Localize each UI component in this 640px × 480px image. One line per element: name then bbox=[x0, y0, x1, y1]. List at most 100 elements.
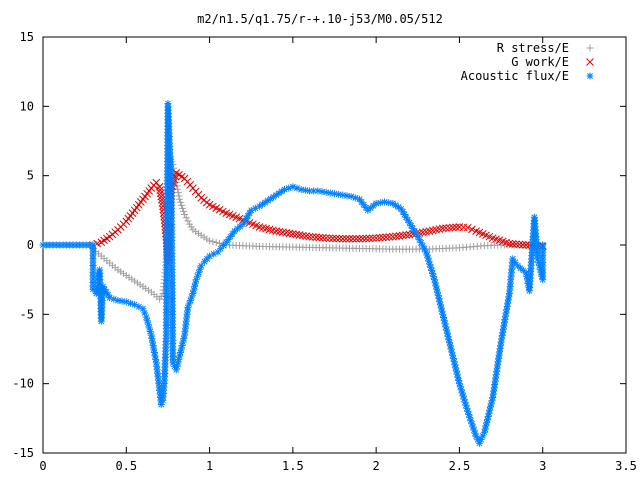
data-point bbox=[190, 286, 198, 294]
data-point bbox=[395, 231, 404, 240]
y-tick-label: 10 bbox=[20, 99, 34, 113]
data-point bbox=[332, 234, 341, 243]
data-point bbox=[181, 210, 189, 218]
x-tick-label: 0 bbox=[39, 459, 46, 473]
data-point bbox=[295, 231, 304, 239]
data-point bbox=[438, 224, 447, 233]
data-point bbox=[209, 238, 217, 246]
series-1 bbox=[89, 169, 547, 267]
data-point bbox=[442, 224, 450, 232]
data-point bbox=[368, 234, 377, 243]
data-point bbox=[452, 223, 460, 232]
y-tick-label: 5 bbox=[27, 169, 34, 183]
x-tick-label: 3 bbox=[539, 459, 546, 473]
data-point bbox=[505, 239, 514, 248]
data-point bbox=[197, 262, 205, 270]
data-point bbox=[184, 303, 192, 311]
y-tick-label: -10 bbox=[12, 377, 34, 391]
data-point bbox=[398, 231, 407, 240]
data-point bbox=[175, 192, 183, 200]
legend-label: R stress/E bbox=[497, 41, 569, 55]
x-axis: 0 0.5 1 1.5 2 2.5 3 3.5 bbox=[39, 37, 637, 473]
data-point bbox=[415, 236, 423, 244]
data-point bbox=[539, 241, 547, 249]
data-point bbox=[174, 189, 182, 197]
data-point bbox=[176, 195, 184, 203]
data-point bbox=[325, 234, 334, 243]
data-point bbox=[206, 237, 214, 245]
data-point bbox=[308, 233, 317, 241]
data-point bbox=[282, 228, 291, 237]
data-point bbox=[182, 214, 190, 222]
series-layer bbox=[39, 100, 547, 447]
data-point bbox=[275, 227, 284, 236]
data-point bbox=[335, 234, 344, 243]
data-point bbox=[302, 232, 311, 240]
x-tick-label: 1 bbox=[206, 459, 213, 473]
x-tick-label: 0.5 bbox=[115, 459, 137, 473]
data-point bbox=[157, 192, 166, 201]
x-tick-label: 2 bbox=[373, 459, 380, 473]
data-point bbox=[178, 201, 186, 209]
legend-marker bbox=[586, 44, 594, 52]
data-point bbox=[355, 234, 364, 243]
y-axis: 15 10 5 0 -5 -10 -15 bbox=[12, 30, 626, 460]
data-point bbox=[318, 188, 326, 196]
data-point bbox=[175, 355, 183, 363]
x-tick-label: 3.5 bbox=[615, 459, 637, 473]
data-point bbox=[362, 234, 371, 243]
data-point bbox=[468, 225, 476, 234]
data-point bbox=[365, 234, 374, 243]
data-point bbox=[352, 234, 361, 243]
series-2 bbox=[39, 100, 547, 447]
x-tick-label: 1.5 bbox=[282, 459, 304, 473]
data-point bbox=[191, 279, 199, 287]
data-point bbox=[375, 233, 384, 242]
data-point bbox=[512, 240, 520, 249]
data-point bbox=[292, 230, 301, 239]
data-point bbox=[358, 234, 367, 243]
data-point bbox=[178, 342, 186, 350]
data-point bbox=[318, 233, 327, 242]
data-point bbox=[176, 352, 184, 360]
data-point bbox=[448, 223, 457, 232]
data-point bbox=[463, 223, 472, 232]
data-point bbox=[146, 328, 154, 336]
data-point bbox=[322, 234, 331, 242]
legend-label: Acoustic flux/E bbox=[461, 69, 569, 83]
data-point bbox=[184, 217, 192, 225]
data-point bbox=[515, 240, 524, 249]
data-point bbox=[348, 234, 357, 243]
data-point bbox=[508, 240, 517, 248]
data-point bbox=[272, 227, 281, 235]
data-point bbox=[156, 186, 165, 194]
data-point bbox=[173, 362, 181, 370]
legend-marker bbox=[586, 58, 594, 66]
series-0 bbox=[89, 151, 547, 303]
data-point bbox=[405, 230, 414, 239]
data-point bbox=[180, 207, 188, 215]
data-point bbox=[179, 204, 187, 212]
data-point bbox=[156, 189, 165, 198]
data-point bbox=[372, 234, 380, 242]
data-point bbox=[301, 186, 309, 194]
data-point bbox=[385, 199, 393, 207]
data-point bbox=[191, 283, 199, 291]
data-point bbox=[392, 232, 400, 241]
data-point bbox=[388, 232, 397, 241]
data-point bbox=[382, 233, 390, 242]
data-point bbox=[338, 234, 347, 243]
data-point bbox=[155, 182, 164, 191]
data-point bbox=[445, 223, 454, 232]
data-point bbox=[157, 195, 166, 204]
data-point bbox=[312, 233, 321, 242]
data-point bbox=[264, 197, 272, 205]
x-tick-label: 2.5 bbox=[449, 459, 471, 473]
data-point bbox=[177, 198, 185, 206]
y-tick-label: -15 bbox=[12, 446, 34, 460]
data-point bbox=[385, 233, 394, 241]
data-point bbox=[431, 279, 439, 287]
chart-title: m2/n1.5/q1.75/r-+.10-j53/M0.05/512 bbox=[197, 12, 443, 26]
data-point bbox=[518, 240, 527, 249]
